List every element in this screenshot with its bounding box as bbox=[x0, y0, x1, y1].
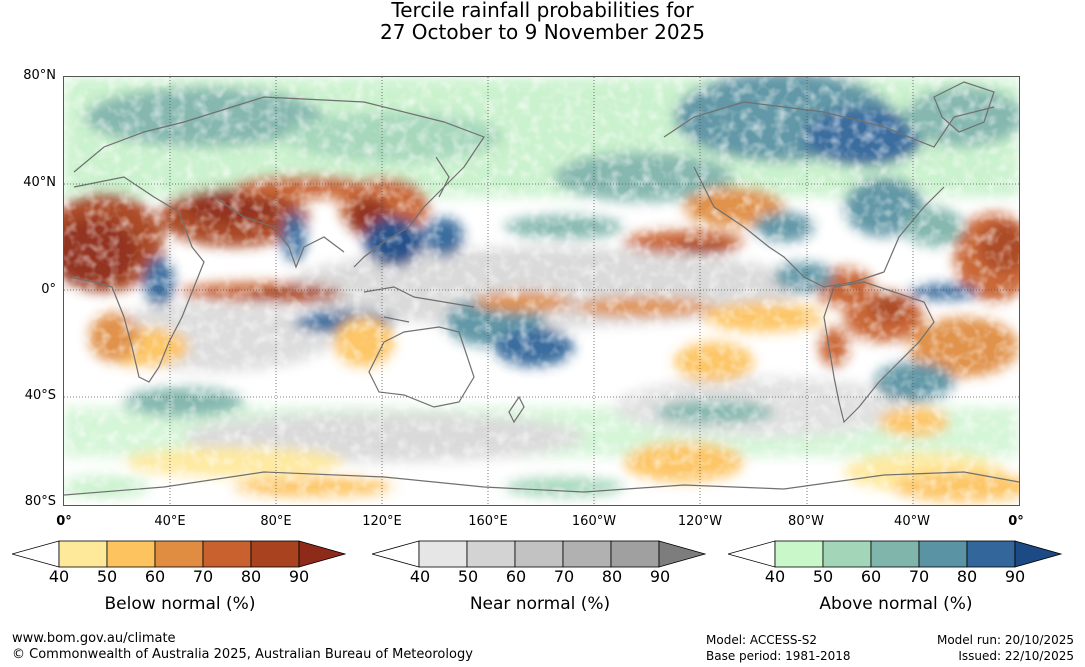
footer-model: Model: ACCESS-S2 bbox=[706, 633, 818, 647]
lon-label-40w: 40°W bbox=[894, 514, 930, 529]
colorbar-near-normal-svg bbox=[370, 540, 707, 568]
colorbar-below-normal: 40 50 60 70 80 90 bbox=[10, 539, 348, 586]
lat-label-40n: 40°N bbox=[23, 175, 56, 190]
colorbar-above-tick-80: 80 bbox=[956, 567, 978, 586]
colorbar-arrow-high bbox=[298, 540, 347, 568]
colorbar-above-tick-70: 70 bbox=[908, 567, 930, 586]
map-title-line1: Tercile rainfall probabilities for bbox=[391, 0, 694, 22]
footer-issued: Issued: 22/10/2025 bbox=[958, 649, 1074, 663]
colorbar-segment bbox=[250, 540, 300, 568]
colorbar-near-tick-50: 50 bbox=[457, 567, 479, 586]
lon-label-0: 0° bbox=[56, 514, 72, 529]
colorbar-near-tick-90: 90 bbox=[649, 567, 671, 586]
footer-url: www.bom.gov.au/climate bbox=[12, 631, 176, 646]
colorbar-near-normal: 40 50 60 70 80 90 bbox=[370, 539, 708, 586]
lon-label-160w: 160°W bbox=[571, 514, 617, 529]
colorbar-near-tick-80: 80 bbox=[601, 567, 623, 586]
colorbar-arrow-low bbox=[726, 540, 776, 568]
colorbar-segment bbox=[610, 540, 660, 568]
colorbar-above-normal-svg bbox=[726, 540, 1063, 568]
lat-label-0: 0° bbox=[41, 282, 56, 297]
colorbar-arrow-high bbox=[658, 540, 707, 568]
colorbar-near-title: Near normal (%) bbox=[469, 594, 611, 614]
lat-label-80n: 80°N bbox=[23, 68, 56, 83]
footer-base-period: Base period: 1981-2018 bbox=[706, 649, 851, 663]
footer-model-run: Model run: 20/10/2025 bbox=[936, 633, 1074, 647]
colorbar-near-tick-40: 40 bbox=[409, 567, 431, 586]
colorbar-below-tick-40: 40 bbox=[48, 567, 70, 586]
colorbar-above-tick-60: 60 bbox=[860, 567, 882, 586]
colorbar-below-tick-90: 90 bbox=[288, 567, 310, 586]
lon-label-0-right: 0° bbox=[1008, 514, 1024, 529]
colorbar-arrow-low bbox=[10, 540, 60, 568]
colorbar-arrow-high bbox=[1014, 540, 1063, 568]
colorbar-segment bbox=[154, 540, 204, 568]
colorbar-below-tick-50: 50 bbox=[96, 567, 118, 586]
footer-copyright: © Commonwealth of Australia 2025, Austra… bbox=[12, 647, 473, 662]
coastlines bbox=[64, 81, 1019, 496]
colorbar-near-tick-60: 60 bbox=[505, 567, 527, 586]
colorbar-above-title: Above normal (%) bbox=[819, 594, 973, 614]
colorbar-segment bbox=[562, 540, 612, 568]
lon-label-120w: 120°W bbox=[677, 514, 723, 529]
map-svg bbox=[64, 77, 1019, 505]
map-title-line2: 27 October to 9 November 2025 bbox=[379, 20, 706, 44]
colorbar-above-tick-40: 40 bbox=[764, 567, 786, 586]
lat-label-40s: 40°S bbox=[24, 388, 56, 403]
lon-label-160e: 160°E bbox=[468, 514, 508, 529]
colorbar-segment bbox=[774, 540, 824, 568]
colorbar-arrow-low bbox=[370, 540, 420, 568]
lat-label-80s: 80°S bbox=[24, 494, 56, 509]
colorbar-segment bbox=[514, 540, 564, 568]
lon-label-40e: 40°E bbox=[154, 514, 186, 529]
speckle-overlay bbox=[64, 77, 1019, 505]
colorbar-segment bbox=[822, 540, 872, 568]
colorbar-above-tick-50: 50 bbox=[812, 567, 834, 586]
lon-label-120e: 120°E bbox=[362, 514, 402, 529]
lon-label-80w: 80°W bbox=[788, 514, 824, 529]
colorbar-near-tick-70: 70 bbox=[553, 567, 575, 586]
colorbar-segment bbox=[466, 540, 516, 568]
colorbar-segment bbox=[918, 540, 968, 568]
colorbar-below-tick-60: 60 bbox=[144, 567, 166, 586]
colorbar-above-tick-90: 90 bbox=[1004, 567, 1026, 586]
colorbar-below-tick-80: 80 bbox=[240, 567, 262, 586]
colorbar-below-normal-svg bbox=[10, 540, 347, 568]
rainfall-probability-map bbox=[63, 76, 1020, 506]
colorbar-below-title: Below normal (%) bbox=[104, 594, 256, 614]
colorbar-segment bbox=[870, 540, 920, 568]
colorbar-above-normal: 40 50 60 70 80 90 bbox=[726, 539, 1064, 586]
gridlines bbox=[64, 77, 1019, 505]
colorbar-segment bbox=[202, 540, 252, 568]
colorbar-segment bbox=[966, 540, 1016, 568]
colorbar-segment bbox=[106, 540, 156, 568]
colorbar-segment bbox=[58, 540, 108, 568]
colorbar-below-tick-70: 70 bbox=[192, 567, 214, 586]
lon-label-80e: 80°E bbox=[260, 514, 292, 529]
colorbar-segment bbox=[418, 540, 468, 568]
